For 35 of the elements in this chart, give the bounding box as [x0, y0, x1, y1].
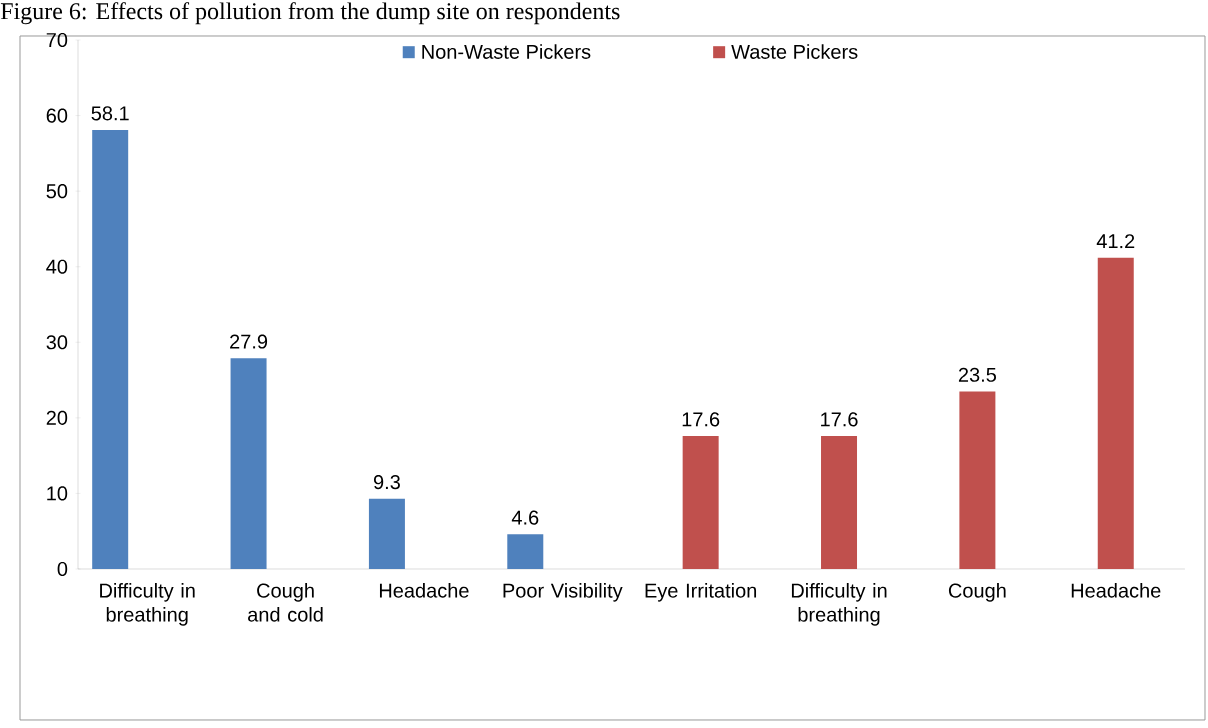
data-label: 4.6 [511, 510, 539, 525]
legend-label: Waste Pickers [731, 44, 858, 59]
y-tick-label: 70 [46, 32, 68, 48]
bar [230, 358, 267, 569]
data-label: 58.1 [91, 106, 129, 121]
x-tick-label: Poor Visibility [503, 583, 623, 602]
data-label: 17.6 [682, 412, 720, 427]
bar [959, 391, 996, 569]
legend-label: Non-Waste Pickers [422, 44, 591, 59]
bar [1097, 257, 1134, 569]
y-tick-label: 60 [46, 108, 68, 123]
data-label: 9.3 [373, 475, 400, 490]
x-tick-label: Cough [948, 583, 1006, 602]
y-tick-label: 10 [47, 486, 68, 501]
data-label: 23.5 [958, 367, 997, 382]
x-tick-label: Headache [379, 583, 469, 598]
data-label: 41.2 [1096, 234, 1135, 249]
bar [368, 498, 405, 569]
data-label: 17.6 [821, 412, 858, 427]
y-tick-label: 50 [46, 184, 68, 199]
x-tick-label: Difficulty in breathing [791, 583, 887, 626]
x-tick-label: Headache [1071, 583, 1161, 598]
y-tick-label: 20 [46, 410, 68, 425]
data-label: 27.9 [230, 334, 268, 349]
bar [92, 129, 129, 569]
bar [507, 534, 544, 569]
y-tick-label: 40 [46, 259, 68, 274]
y-tick-label: 30 [46, 335, 68, 350]
bar [682, 435, 719, 569]
bar [821, 435, 858, 569]
x-tick-label: Cough and cold [248, 583, 323, 622]
x-tick-label: Difficulty in breathing [100, 583, 195, 626]
x-tick-label: Eye Irritation [645, 583, 757, 602]
chart-title: Figure 6: Effects of pollution from the dump site on respondents [0, 2, 620, 25]
y-tick-label: 0 [57, 561, 68, 577]
